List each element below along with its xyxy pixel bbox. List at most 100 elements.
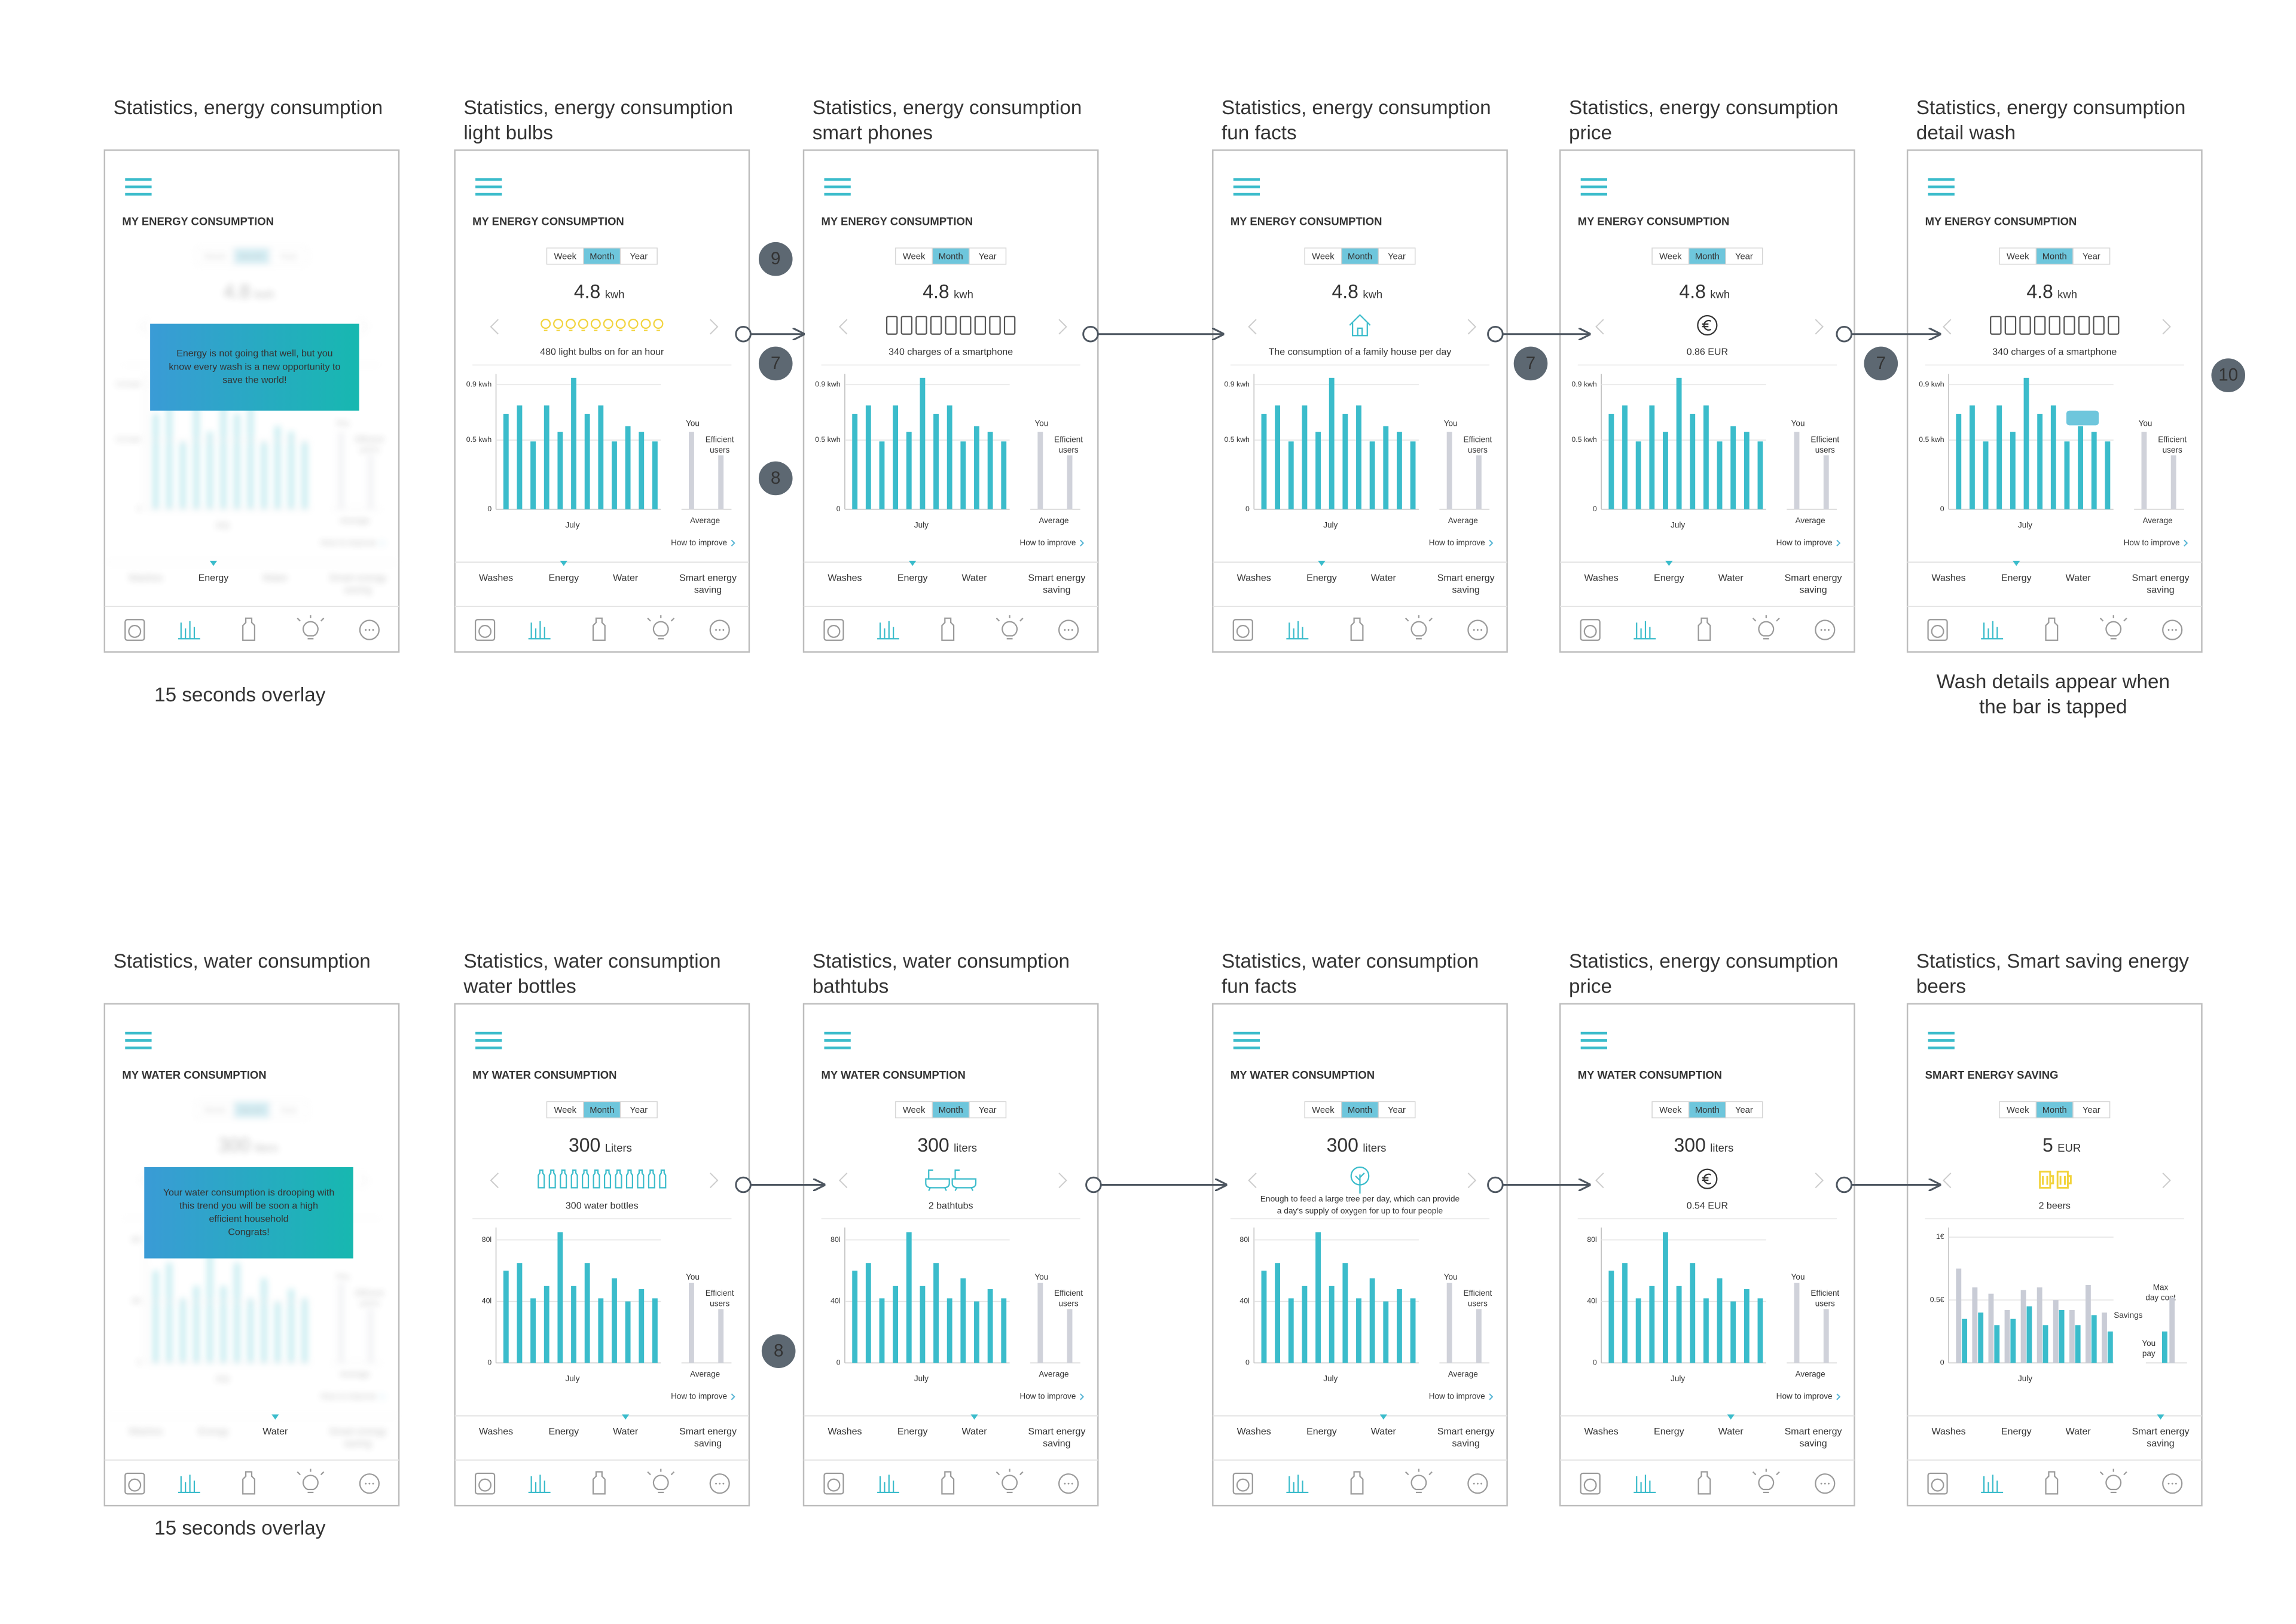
bar — [288, 432, 294, 509]
bar — [933, 414, 939, 509]
how-to-improve-link: How to improve — [2124, 538, 2180, 547]
tab-label: Water — [613, 573, 639, 584]
tab-label: Smart energy — [679, 573, 737, 584]
nav-washer-drum — [827, 1478, 841, 1492]
bar — [1690, 414, 1696, 509]
bar — [1994, 1325, 2000, 1363]
bar — [2107, 1331, 2113, 1363]
bar — [530, 441, 536, 509]
flow-arrow-start — [735, 1176, 752, 1193]
bar — [2026, 1306, 2032, 1363]
nav-bulb-icon — [2099, 1469, 2127, 1494]
bar — [1410, 1298, 1416, 1363]
bar — [302, 441, 308, 509]
nav-washer-drum — [478, 1478, 492, 1492]
bar — [1342, 414, 1348, 509]
screen-header: SMART ENERGY SAVING — [1925, 1069, 2059, 1081]
bar — [1969, 405, 1975, 509]
period-label: Week — [2007, 252, 2029, 261]
bar — [987, 1289, 993, 1363]
nav-more-dot — [365, 1482, 367, 1485]
period-option — [233, 1101, 271, 1119]
compare-bar — [1067, 1309, 1073, 1363]
screen-caption: beers — [1916, 975, 1966, 997]
bar — [207, 432, 213, 509]
bar — [2010, 1318, 2016, 1363]
y-tick-label: 0.5 kwh — [815, 435, 841, 444]
nav-more-icon — [1467, 619, 1488, 640]
phone-screen — [1559, 1003, 1855, 1507]
y-tick-label: 0 — [138, 505, 142, 513]
chevron — [359, 319, 368, 335]
nav-more-dot — [1827, 1482, 1830, 1485]
chevron — [490, 1173, 499, 1189]
nav-stats-icon — [877, 1475, 900, 1494]
compare-efficient-label: Efficient — [1054, 1289, 1083, 1298]
bar — [947, 405, 952, 509]
screen-caption: smart phones — [813, 122, 933, 144]
bar — [2010, 432, 2016, 509]
period-label: Week — [1659, 252, 1682, 261]
bottle-icon — [538, 1169, 545, 1189]
period-label: Year — [979, 252, 997, 261]
consumption-unit: Liters — [605, 1141, 632, 1154]
compare-efficient-label: Efficient — [1463, 435, 1492, 444]
how-to-improve-link: How to improve — [671, 538, 727, 547]
period-option — [1651, 1101, 1690, 1119]
compare-you-label: You — [1791, 419, 1805, 428]
how-to-improve-link: How to improve — [1019, 538, 1076, 547]
nav-bottle-icon — [592, 617, 606, 641]
bar — [1001, 441, 1007, 509]
chevron — [1058, 319, 1067, 335]
tab-label: Washes — [828, 1427, 862, 1437]
phone-icon — [960, 316, 972, 335]
compare-average-label: Average — [1448, 516, 1478, 525]
bar — [1001, 1298, 1007, 1363]
x-axis-label: July — [1323, 1374, 1338, 1383]
y-tick-label: 80l — [831, 1235, 840, 1244]
compare-bar — [2170, 455, 2176, 509]
period-label: Week — [1312, 1106, 1335, 1115]
compare-pay-label: You — [2142, 1339, 2155, 1348]
y-tick-label: 80l — [482, 1235, 491, 1244]
flow-arrow-start — [1085, 1176, 1102, 1193]
period-label: Year — [979, 1106, 997, 1115]
screen-header: MY WATER CONSUMPTION — [1578, 1069, 1722, 1081]
consumption-value: 4.8 — [1679, 280, 1705, 302]
nav-more-icon — [2162, 1473, 2183, 1494]
bar — [2078, 426, 2084, 509]
bar — [1608, 414, 1614, 509]
bar — [879, 441, 885, 509]
period-label: Week — [903, 252, 926, 261]
nav-washer-drum — [1931, 1478, 1944, 1492]
nav-washer-icon — [1580, 1472, 1601, 1495]
nav-more-dot — [1071, 629, 1073, 631]
bar — [1622, 1263, 1628, 1363]
nav-more-dot — [2171, 1482, 2173, 1485]
nav-more-icon — [359, 1473, 380, 1494]
consumption-value: 4.8 — [923, 280, 949, 302]
period-option — [2035, 1101, 2074, 1119]
bar — [571, 377, 576, 509]
tab-label: Water — [262, 573, 288, 584]
consumption-unit: liters — [1710, 1141, 1733, 1154]
compare-pay-label: pay — [2142, 1349, 2155, 1358]
chevron — [1248, 319, 1257, 335]
bar — [639, 432, 645, 509]
nav-stats-icon — [1981, 621, 2004, 640]
screen-caption: Statistics, energy consumption — [1569, 951, 1839, 973]
bar — [1608, 1271, 1614, 1363]
beer-icon — [2039, 1170, 2054, 1189]
bulb-icon — [578, 319, 588, 329]
wash-detail-tooltip — [2066, 410, 2099, 426]
compare-bar — [1476, 1309, 1482, 1363]
bar — [2037, 414, 2043, 509]
tab-label: saving — [1452, 1439, 1480, 1449]
nav-washer-icon — [474, 1472, 496, 1495]
compare-bar — [338, 432, 344, 509]
chevron — [1489, 1393, 1494, 1400]
tab-label: Water — [1371, 573, 1397, 584]
compare-bar — [1794, 1283, 1800, 1363]
tab-label: saving — [2147, 1439, 2174, 1449]
nav-washer-icon — [474, 619, 496, 641]
